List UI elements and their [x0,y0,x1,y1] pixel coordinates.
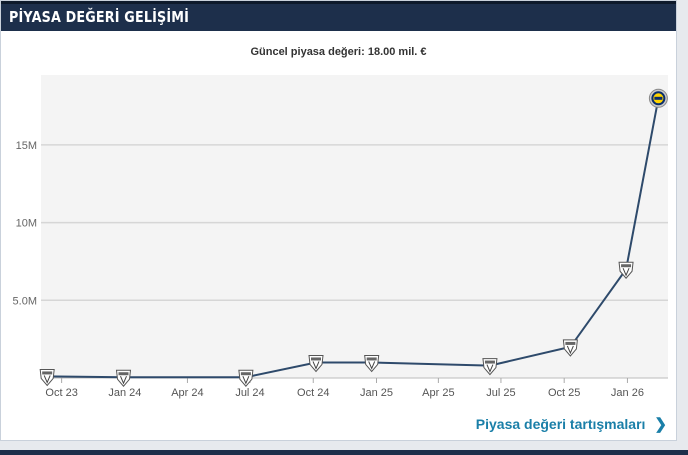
chevron-right-icon: ❯ [654,416,667,433]
y-tick-label: 15M [16,140,37,152]
market-value-card: PİYASA DEĞERİ GELİŞİMİ Güncel piyasa değ… [0,0,677,441]
y-tick-label: 10M [16,218,37,230]
plot-area [41,75,668,378]
section-header: PİYASA DEĞERİ GELİŞİMİ [1,1,676,31]
crest-chevron [312,361,320,370]
x-tick-label: Oct 24 [297,387,329,399]
crest-chevron [43,375,51,384]
x-tick-label: Apr 24 [171,387,203,399]
x-tick-label: Jul 25 [486,387,515,399]
crest-chevron [622,268,630,277]
crest-chevron [486,364,494,373]
bottom-bar [0,450,688,455]
crest-band [118,372,129,376]
x-tick-label: Jan 24 [108,387,141,399]
market-value-chart: 5.0M 10M 15M Oct 23 Jan 24 Apr 24 Jul 24 Oct 24… [13,75,668,399]
x-tick-label: Jul 24 [235,387,264,399]
y-tick-label: 5.0M [13,295,37,307]
x-tick-label: Apr 25 [422,387,454,399]
market-value-discussions-label: Piyasa değeri tartışmaları [475,416,646,432]
x-tick-label: Jan 26 [611,387,644,399]
section-title: PİYASA DEĞERİ GELİŞİMİ [9,8,190,26]
crest-chevron [120,376,127,385]
crest-band [240,372,251,376]
crest-band [311,357,321,361]
crest-chevron [242,376,250,385]
crest-band [621,264,632,268]
crest-band [484,360,495,364]
crest-chevron [368,361,376,370]
crest-chevron [566,345,574,355]
current-market-value: Güncel piyasa değeri: 18.00 mil. € [250,46,427,58]
market-value-discussions-link[interactable]: Piyasa değeri tartışmaları ❯ [476,415,667,433]
x-tick-label: Jan 25 [360,387,393,399]
crest-band [42,371,53,375]
crest-band [565,341,576,345]
x-tick-label: Oct 23 [45,387,77,399]
crest-band [366,357,377,361]
x-tick-label: Oct 25 [548,387,580,399]
crest-stripe [654,96,663,100]
